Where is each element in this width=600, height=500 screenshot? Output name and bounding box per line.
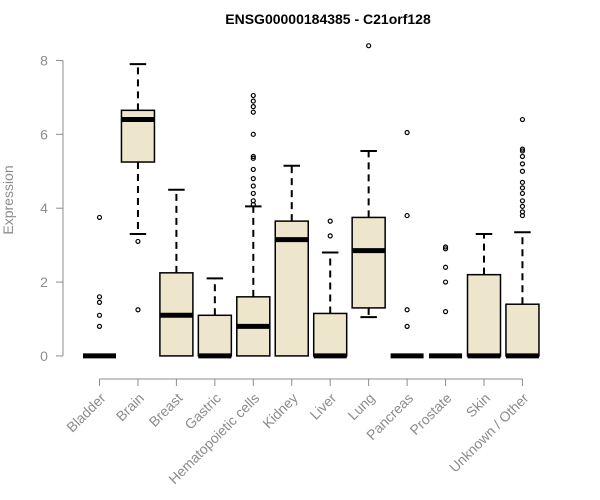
box-pancreas xyxy=(390,129,424,359)
outlier-point xyxy=(519,198,526,204)
outlier-point xyxy=(442,244,449,250)
outlier-point xyxy=(96,299,103,305)
outlier-point xyxy=(442,264,449,270)
box-body xyxy=(466,273,502,357)
outlier-point xyxy=(404,129,410,136)
x-tick-label: Breast xyxy=(146,390,186,430)
box-lung xyxy=(351,43,386,319)
outlier-point xyxy=(250,166,256,173)
box-gastric xyxy=(197,277,233,359)
y-tick-label: 0 xyxy=(40,348,48,364)
outlier-point xyxy=(519,190,526,197)
outlier-point xyxy=(135,238,141,245)
outlier-point xyxy=(96,294,103,300)
box-unknown-other xyxy=(505,116,540,359)
outlier-point xyxy=(250,183,256,189)
box-breast xyxy=(159,188,194,357)
outlier-point xyxy=(250,131,256,137)
x-tick-label: Skin xyxy=(463,390,494,421)
outlier-point xyxy=(442,279,449,285)
outlier-point xyxy=(250,92,256,99)
outlier-point xyxy=(442,246,449,252)
outlier-point xyxy=(250,190,256,197)
box-body xyxy=(312,312,348,357)
outlier-point xyxy=(250,104,256,110)
outlier-point xyxy=(327,218,333,224)
outlier-point xyxy=(250,155,256,161)
outlier-point xyxy=(519,203,526,209)
x-tick-label: Bladder xyxy=(63,390,109,436)
box-body xyxy=(274,220,309,357)
y-tick-label: 6 xyxy=(40,126,48,142)
y-axis: 0 2 4 6 8 xyxy=(40,52,64,364)
outlier-point xyxy=(442,309,449,315)
outlier-point xyxy=(250,109,256,115)
outlier-point xyxy=(519,116,526,123)
box-brain xyxy=(120,63,156,313)
outlier-point xyxy=(96,214,103,221)
outlier-point xyxy=(404,307,410,313)
y-tick-label: 2 xyxy=(40,274,48,290)
x-tick-label: Kidney xyxy=(259,390,301,432)
outlier-point xyxy=(519,209,526,215)
x-tick-label: Brain xyxy=(113,390,147,424)
outlier-point xyxy=(96,323,103,329)
box-skin xyxy=(466,233,502,359)
outlier-point xyxy=(519,185,526,191)
box-bladder xyxy=(83,214,116,359)
outlier-point xyxy=(366,43,372,49)
outlier-point xyxy=(96,312,103,318)
box-body xyxy=(505,303,540,357)
outlier-point xyxy=(250,98,256,104)
chart-title: ENSG00000184385 - C21orf128 xyxy=(225,11,431,27)
box-body xyxy=(351,216,386,309)
outlier-point xyxy=(519,168,526,174)
outlier-point xyxy=(250,198,256,204)
outlier-point xyxy=(404,212,410,219)
outlier-point xyxy=(250,153,256,160)
box-prostate xyxy=(429,244,463,359)
box-liver xyxy=(312,218,348,359)
y-axis-label: Expression xyxy=(0,165,16,234)
outlier-point xyxy=(519,179,526,185)
box-hematopoietic-cells xyxy=(236,92,271,357)
box-kidney xyxy=(274,164,309,357)
y-tick-label: 4 xyxy=(40,200,48,216)
outlier-point xyxy=(519,153,526,160)
outlier-point xyxy=(519,161,526,167)
x-tick-label: Liver xyxy=(307,390,340,423)
outlier-point xyxy=(519,148,526,154)
y-tick-label: 8 xyxy=(40,52,48,68)
outlier-point xyxy=(135,307,141,313)
x-tick-label: Lung xyxy=(344,390,377,423)
x-tick-label: Prostate xyxy=(406,390,454,438)
outlier-point xyxy=(404,323,410,329)
box-body xyxy=(197,314,233,357)
outlier-point xyxy=(327,233,333,239)
outlier-point xyxy=(519,146,526,152)
box-series xyxy=(83,43,540,359)
outlier-point xyxy=(250,176,256,182)
